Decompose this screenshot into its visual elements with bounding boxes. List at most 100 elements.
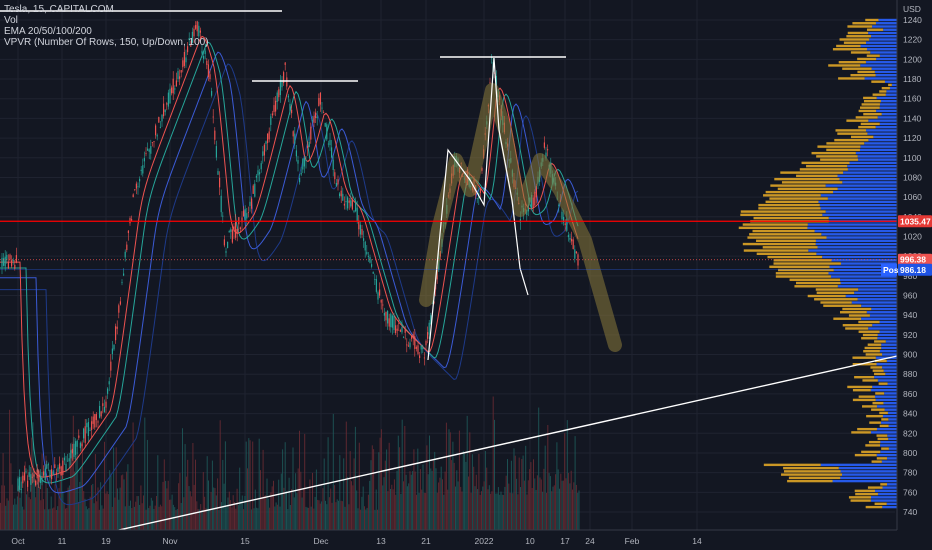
vpvr-bar-down: [874, 359, 887, 363]
trend-line[interactable]: [109, 355, 898, 533]
volume-bar: [59, 472, 61, 530]
volume-bar: [559, 488, 560, 530]
vpvr-bar-down: [781, 181, 843, 184]
volume-bar: [91, 485, 92, 530]
legend-ema[interactable]: EMA 20/50/100/200: [4, 26, 92, 37]
candle-body: [227, 241, 229, 249]
candle-body: [350, 200, 352, 207]
candle-body: [121, 282, 123, 284]
candle-body: [531, 194, 533, 208]
vpvr-bar-down: [888, 83, 892, 87]
candle-body: [343, 203, 345, 206]
legend-vpvr[interactable]: VPVR (Number Of Rows, 150, Up/Down, 100): [4, 37, 209, 48]
volume-bar: [243, 509, 245, 530]
vpvr-bar-down: [839, 38, 870, 41]
vpvr-bar-up: [820, 463, 897, 467]
candle-body: [390, 313, 392, 328]
candle-body: [427, 332, 429, 339]
vpvr-bar-down: [871, 80, 885, 83]
candle-body: [326, 124, 328, 140]
vpvr-bar-up: [868, 138, 897, 142]
vpvr-bar-up: [879, 103, 897, 106]
vpvr-bar-down: [789, 278, 840, 281]
vpvr-bar-up: [876, 427, 897, 431]
candle-body: [345, 200, 347, 203]
volume-bar: [5, 505, 7, 530]
volume-bar: [508, 483, 510, 530]
volume-bar: [40, 500, 42, 530]
candle-body: [124, 251, 126, 258]
candle-body: [187, 46, 189, 53]
candle-body: [391, 315, 393, 328]
candle-body: [239, 227, 241, 230]
volume-bar: [305, 506, 307, 530]
vpvr-bar-up: [864, 142, 897, 145]
volume-bar: [27, 469, 29, 530]
volume-bar: [487, 489, 489, 530]
volume-bar: [387, 491, 389, 530]
volume-bar: [218, 509, 220, 530]
vpvr-bar-up: [840, 262, 897, 265]
vpvr-bar-up: [884, 80, 897, 83]
volume-bar: [266, 478, 268, 530]
candle-body: [294, 133, 296, 144]
y-tick-label: 780: [903, 468, 917, 478]
vpvr-bar-up: [876, 96, 897, 100]
candle-body: [3, 258, 5, 266]
candle-body: [404, 329, 406, 333]
volume-bar: [471, 454, 473, 530]
vpvr-bar-down: [863, 99, 881, 103]
vpvr-bar-down: [857, 57, 877, 61]
post-price-tag-bg: [898, 263, 932, 276]
legend-symbol[interactable]: Tesla, 15, CAPITALCOM: [4, 4, 114, 15]
candle-body: [203, 56, 205, 59]
time-axis[interactable]: [0, 530, 897, 550]
volume-bar: [321, 501, 323, 530]
volume-bar: [432, 460, 434, 530]
volume-bar: [24, 461, 26, 530]
volume-bar: [154, 505, 156, 530]
candle-body: [331, 147, 333, 158]
vpvr-bar-up: [879, 54, 897, 57]
volume-bar: [572, 489, 573, 530]
vpvr-bar-up: [815, 242, 897, 246]
volume-bar: [22, 506, 24, 530]
volume-bar: [256, 507, 258, 530]
pattern-drawing[interactable]: [427, 57, 529, 361]
vpvr-bar-down: [874, 340, 886, 343]
volume-bar: [117, 488, 118, 530]
volume-bar: [50, 496, 52, 530]
candle-body: [145, 153, 147, 155]
candle-body: [17, 478, 19, 491]
candle-body: [214, 130, 216, 140]
candle-body: [164, 109, 166, 113]
vpvr-bar-down: [816, 155, 858, 158]
candle-body: [9, 254, 11, 260]
vpvr-bar-down: [806, 164, 848, 168]
candle-body: [97, 421, 99, 423]
volume-bar: [577, 492, 579, 530]
volume-bar: [562, 480, 564, 530]
vpvr-bar-up: [826, 236, 897, 239]
vpvr-bar-down: [820, 301, 852, 304]
legend-volume[interactable]: Vol: [4, 15, 18, 26]
vpvr-bar-up: [880, 444, 897, 447]
volume-bar: [215, 495, 217, 530]
candle-body: [393, 315, 395, 331]
vpvr-bar-down: [861, 103, 880, 106]
volume-bar: [26, 494, 27, 530]
vpvr-bar-up: [816, 252, 897, 255]
candle-body: [415, 347, 417, 349]
volume-bar: [156, 495, 157, 530]
volume-bar: [228, 491, 230, 530]
volume-bar: [149, 505, 151, 530]
volume-bar: [101, 505, 103, 530]
volume-bar: [211, 460, 213, 530]
candle-body: [44, 468, 46, 481]
volume-bar: [300, 471, 302, 530]
vpvr-bar-up: [880, 99, 897, 103]
x-tick-label: 2022: [475, 536, 494, 546]
candle-body: [27, 480, 29, 487]
candle-body: [319, 92, 321, 105]
